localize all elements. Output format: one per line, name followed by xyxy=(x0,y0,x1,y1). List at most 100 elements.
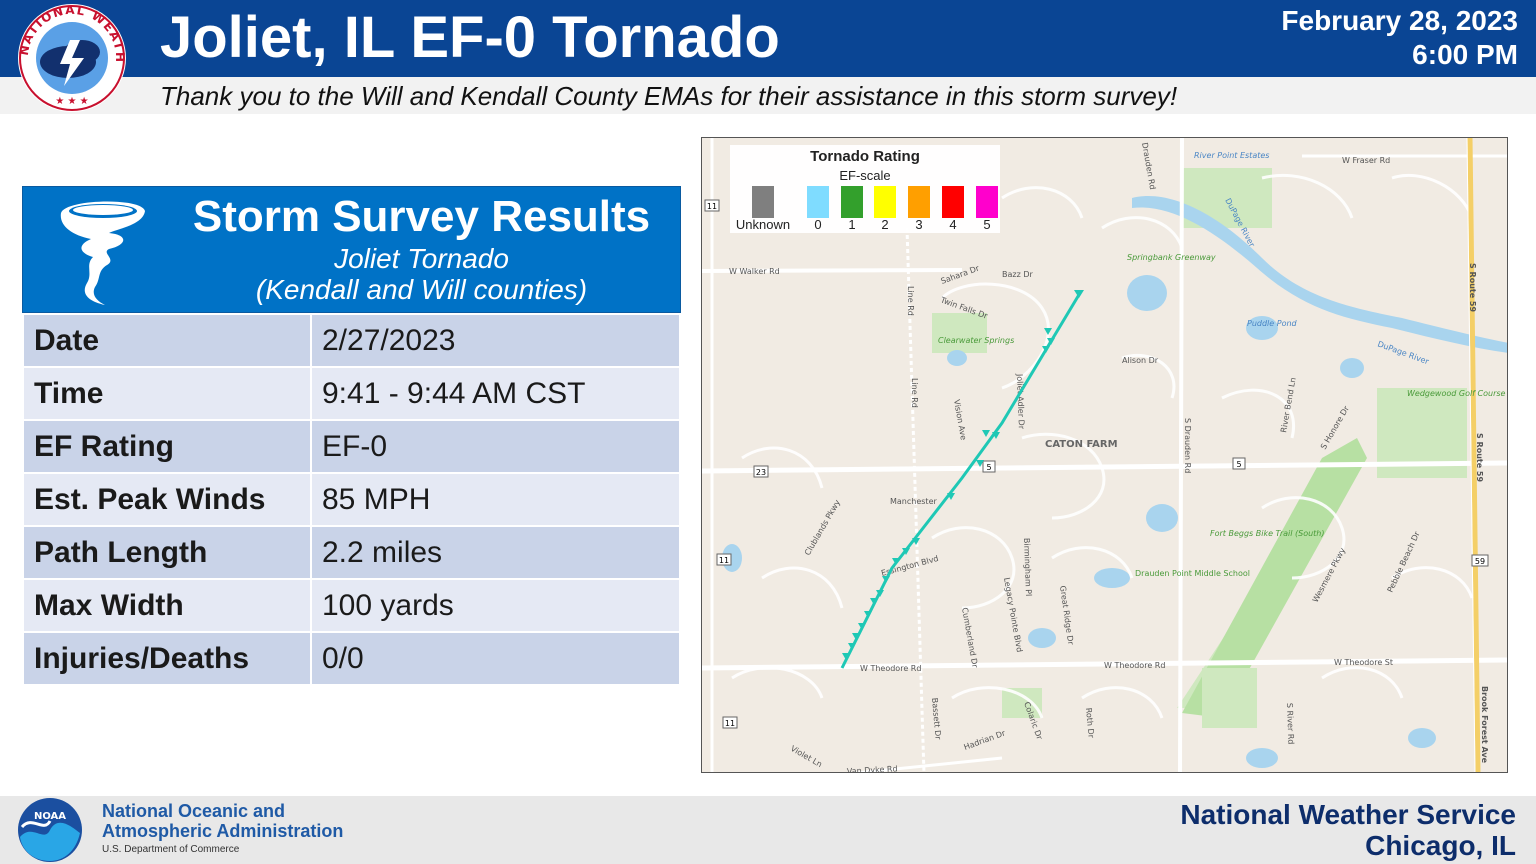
table-row: Est. Peak Winds 85 MPH xyxy=(22,472,681,527)
noaa-department: U.S. Department of Commerce xyxy=(102,844,240,855)
damage-point-marker xyxy=(852,633,860,640)
map-label: CATON FARM xyxy=(1045,439,1118,450)
noaa-name-line2: Atmospheric Administration xyxy=(102,821,344,841)
damage-point-marker xyxy=(912,538,920,545)
map-label: Sahara Dr xyxy=(940,263,981,285)
map-label: W Walker Rd xyxy=(729,267,780,276)
footer-bar xyxy=(0,796,1536,864)
nws-office-location: Chicago, IL xyxy=(1365,830,1516,861)
map-label: Roth Dr xyxy=(1084,707,1096,739)
legend-label-ef4: 4 xyxy=(949,217,957,232)
table-row: Max Width 100 yards xyxy=(22,578,681,633)
map-label: Legacy Pointe Blvd xyxy=(1002,577,1024,653)
damage-point-marker xyxy=(992,432,1000,439)
legend-title: Tornado Rating xyxy=(810,148,920,165)
survey-title: Storm Survey Results xyxy=(192,192,651,241)
row-value: 2/27/2023 xyxy=(310,313,681,368)
tornado-icon xyxy=(60,201,145,305)
noaa-logo-icon: NOAA xyxy=(18,798,82,862)
map-label: S Honore Dr xyxy=(1319,404,1351,451)
legend-subtitle: EF-scale xyxy=(839,168,891,183)
route-shield-11: 11 xyxy=(719,556,729,565)
map-label: Joliet Adler Dr xyxy=(1015,373,1026,430)
table-row: Path Length 2.2 miles xyxy=(22,525,681,580)
map-label: Great Ridge Dr xyxy=(1058,585,1075,646)
damage-point-marker xyxy=(976,460,984,467)
map-label: Clublands Pkwy xyxy=(803,498,842,557)
map-label: DuPage River xyxy=(1376,339,1430,366)
map-label: W Theodore St xyxy=(1334,658,1393,667)
map-label: W Fraser Rd xyxy=(1342,156,1390,165)
line-rd xyxy=(905,227,926,772)
w-theodore-rd xyxy=(702,657,1507,671)
route-shield-11: 11 xyxy=(725,719,735,728)
pond xyxy=(1146,504,1178,532)
pond xyxy=(1127,275,1167,311)
row-label: Max Width xyxy=(22,578,312,633)
legend-label-ef0: 0 xyxy=(814,217,822,232)
survey-results-table: Date 2/27/2023 Time 9:41 - 9:44 AM CST EF … xyxy=(22,313,681,686)
issue-date: February 28, 2023 xyxy=(1281,5,1518,36)
header-bar xyxy=(0,0,1536,77)
row-label: Est. Peak Winds xyxy=(22,472,312,527)
map-label: W Theodore Rd xyxy=(860,664,921,673)
damage-point-marker xyxy=(1047,338,1055,345)
park-area xyxy=(932,313,987,353)
map-label: Bazz Dr xyxy=(1002,270,1033,279)
table-row: Date 2/27/2023 xyxy=(22,313,681,368)
damage-point-marker xyxy=(870,598,878,605)
thanks-note: Thank you to the Will and Kendall County… xyxy=(160,81,1178,111)
damage-point-marker xyxy=(858,623,866,630)
map-base: 11 23 5 5 11 11 59 W Walker Rd Sahara Dr… xyxy=(702,138,1507,773)
damage-point-marker xyxy=(902,548,910,555)
damage-point-marker xyxy=(876,590,884,597)
map-label: Van Dyke Rd xyxy=(847,764,898,773)
map-label: Manchester xyxy=(890,497,937,506)
legend-swatch-ef5 xyxy=(976,186,998,218)
noaa-name-line1: National Oceanic and xyxy=(102,801,286,821)
damage-point-marker xyxy=(892,558,900,565)
s-route-59 xyxy=(1467,138,1481,772)
legend-label-ef1: 1 xyxy=(848,217,856,232)
map-label: Hadrian Dr xyxy=(963,728,1008,752)
map-label: Line Rd xyxy=(910,378,919,408)
route-shield-59: 59 xyxy=(1475,557,1485,566)
subheader-bar xyxy=(0,77,1536,114)
route-shield-11: 11 xyxy=(707,202,717,211)
damage-point-marker xyxy=(882,576,890,583)
legend-swatch-unknown xyxy=(752,186,774,218)
route-shield-5: 5 xyxy=(986,463,991,472)
legend-swatch-ef2 xyxy=(874,186,896,218)
legend-label-unknown: Unknown xyxy=(735,217,791,232)
damage-point-marker xyxy=(947,493,955,500)
map-label: Line Rd xyxy=(906,286,915,316)
row-value: EF-0 xyxy=(310,419,681,474)
row-value: 100 yards xyxy=(310,578,681,633)
legend-label-ef2: 2 xyxy=(881,217,889,232)
park-area xyxy=(1002,688,1042,718)
map-label: Alison Dr xyxy=(1122,356,1159,365)
map-label: Clearwater Springs xyxy=(938,336,1014,345)
map-label: Birmingham Pl xyxy=(1022,538,1033,597)
pond xyxy=(947,350,967,366)
legend-label-ef5: 5 xyxy=(983,217,991,232)
map-label: Springbank Greenway xyxy=(1127,253,1216,262)
legend-swatch-ef1 xyxy=(841,186,863,218)
tornado-track-map[interactable]: 11 23 5 5 11 11 59 W Walker Rd Sahara Dr… xyxy=(701,137,1508,773)
damage-point-marker xyxy=(848,643,856,650)
damage-point-marker xyxy=(1044,328,1052,335)
issue-datetime: February 28, 2023 6:00 PM xyxy=(1281,4,1518,72)
route-5 xyxy=(702,460,1507,474)
survey-subtitle-line2: (Kendall and Will counties) xyxy=(255,274,588,305)
map-label: Wedgewood Golf Course xyxy=(1407,389,1506,398)
dupage-river xyxy=(1132,196,1507,353)
map-label: Violet Ln xyxy=(789,744,824,769)
noaa-logo-text: NOAA xyxy=(34,811,66,822)
map-label: S Route 59 xyxy=(1475,433,1484,483)
survey-panel: Storm Survey Results Joliet Tornado (Ken… xyxy=(22,186,681,686)
tornado-track xyxy=(840,290,1084,669)
pond xyxy=(1094,568,1130,588)
nws-logo-icon: NATIONAL WEATHER SERVICE ★ ★ ★ xyxy=(14,2,126,112)
pond xyxy=(1340,358,1364,378)
damage-points xyxy=(842,290,1084,660)
